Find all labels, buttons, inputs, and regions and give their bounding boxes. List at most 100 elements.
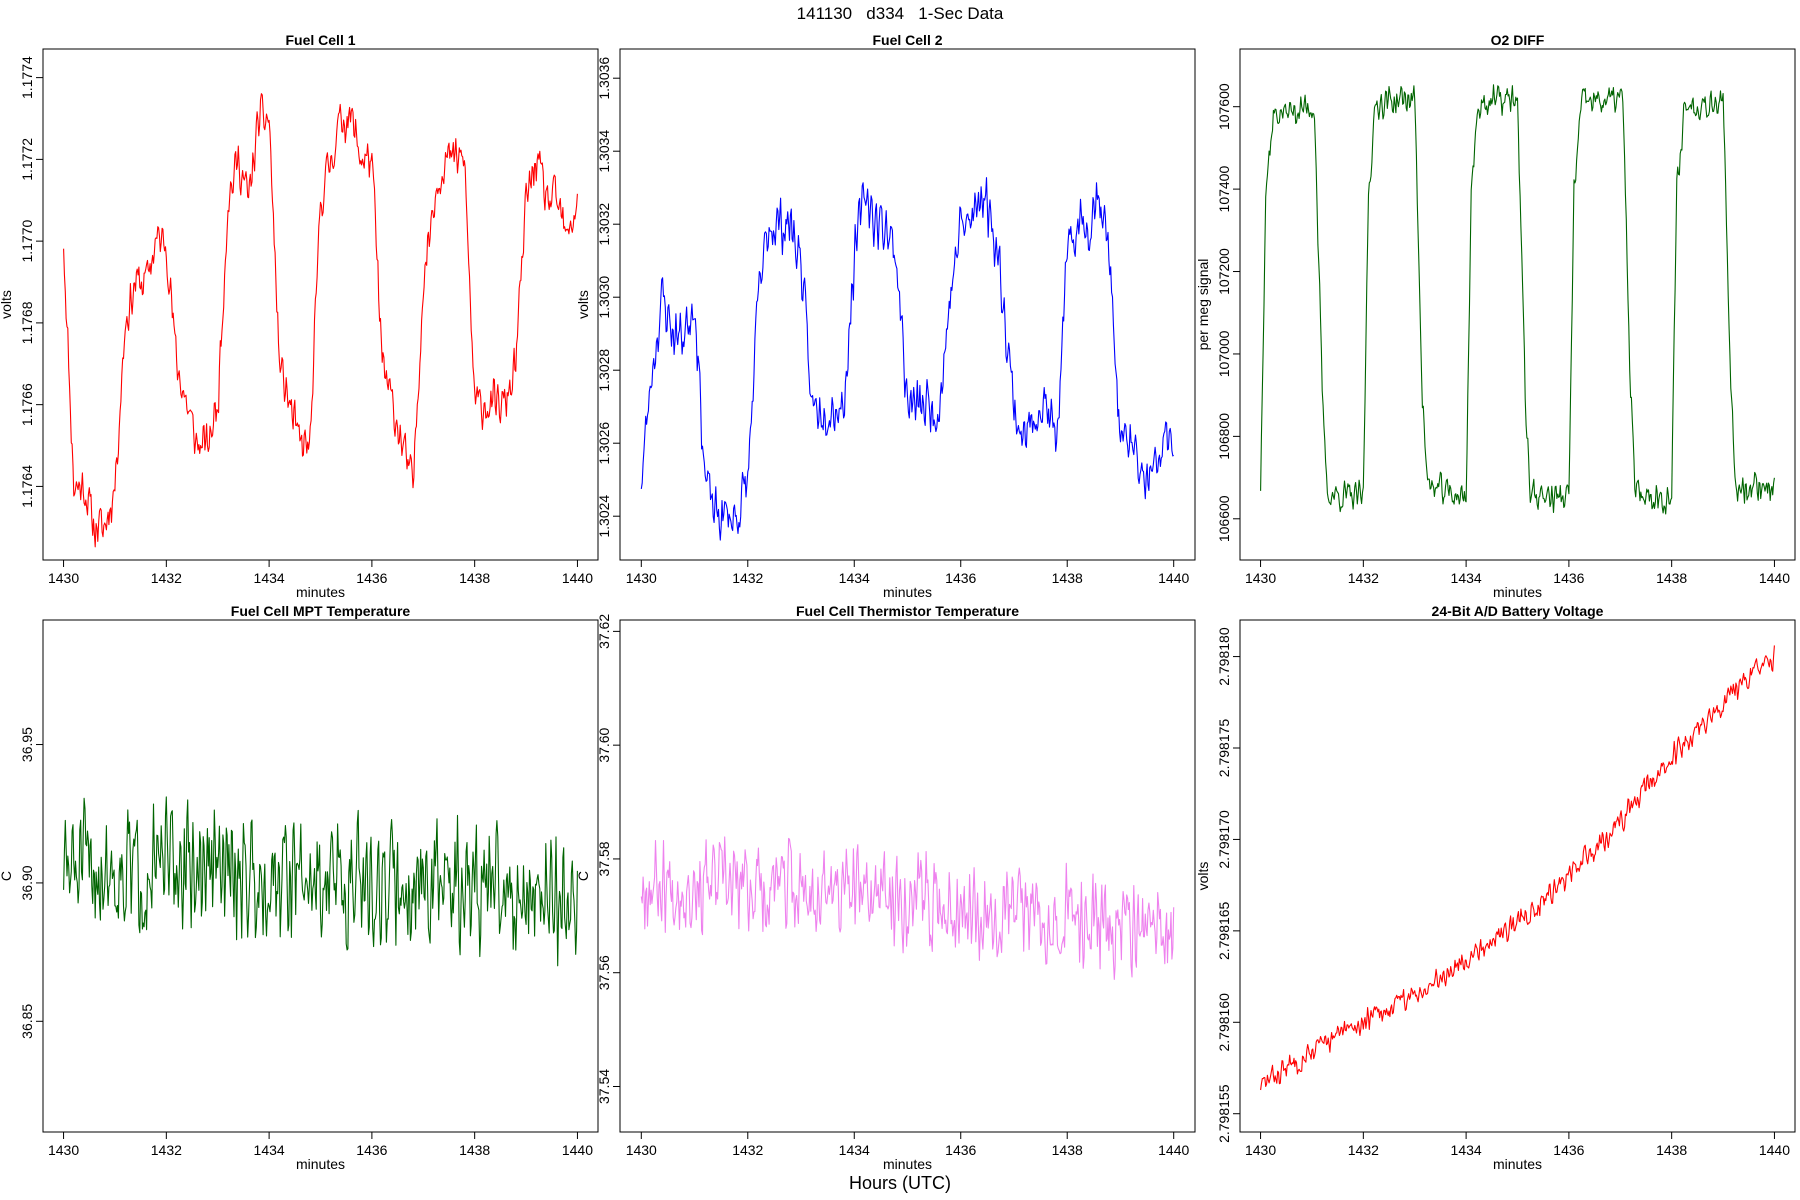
- x-tick-label: 1434: [1451, 570, 1482, 586]
- x-tick-label: 1434: [1451, 1142, 1482, 1158]
- y-tick-label: 37.54: [596, 1069, 612, 1104]
- x-tick-label: 1430: [48, 570, 79, 586]
- panel-5: Fuel Cell Thermistor Temperature 1430 1432…: [575, 603, 1196, 1172]
- panel-title: 24-Bit A/D Battery Voltage: [1432, 603, 1604, 619]
- x-tick-label: 1432: [1348, 570, 1379, 586]
- panel-3: O2 DIFF 1430 1432 1434 1436 1438 1440 minutes 10…: [1195, 32, 1796, 600]
- x-tick-label: 1432: [1348, 1142, 1379, 1158]
- y-tick-label: 1.3034: [596, 130, 612, 173]
- series-line: [640, 177, 1175, 541]
- panel-2: Fuel Cell 2 1430 1432 1434 1436 1438 1440 minut…: [575, 32, 1196, 600]
- x-axis-label: minutes: [1493, 1156, 1542, 1172]
- x-tick-label: 1434: [839, 1142, 870, 1158]
- y-tick-label: 36.85: [19, 1004, 35, 1039]
- y-tick-label: 107600: [1216, 83, 1232, 130]
- y-tick-label: 1.1766: [19, 383, 35, 426]
- x-tick-label: 1436: [945, 570, 976, 586]
- y-tick-label: 2.798165: [1216, 901, 1232, 960]
- plot-frame: [42, 48, 599, 561]
- x-tick-label: 1436: [945, 1142, 976, 1158]
- y-axis-label: volts: [1195, 862, 1211, 891]
- x-tick-label: 1436: [356, 1142, 387, 1158]
- x-axis-label: minutes: [296, 584, 345, 600]
- panel-title: Fuel Cell MPT Temperature: [231, 603, 411, 619]
- x-tick-label: 1434: [254, 570, 285, 586]
- y-tick-label: 37.60: [596, 727, 612, 762]
- x-tick-label: 1434: [254, 1142, 285, 1158]
- panel-title: Fuel Cell 2: [872, 32, 942, 48]
- series-line: [63, 93, 578, 548]
- panel-1: Fuel Cell 1 1430 1432 1434 1436 1438 1440 minut…: [0, 32, 599, 600]
- x-tick-label: 1440: [1759, 1142, 1790, 1158]
- x-tick-label: 1430: [1245, 1142, 1276, 1158]
- y-tick-label: 1.3036: [596, 57, 612, 100]
- plot-frame: [42, 619, 599, 1133]
- y-tick-label: 36.90: [19, 865, 35, 900]
- x-tick-label: 1438: [1656, 570, 1687, 586]
- y-axis-label: volts: [0, 290, 14, 319]
- x-tick-label: 1432: [732, 1142, 763, 1158]
- y-tick-label: 1.1768: [19, 301, 35, 344]
- panel-title: Fuel Cell Thermistor Temperature: [796, 603, 1019, 619]
- y-tick-label: 107000: [1216, 330, 1232, 377]
- panel-title: Fuel Cell 1: [285, 32, 355, 48]
- x-tick-label: 1430: [1245, 570, 1276, 586]
- page-title: 141130 d334 1-Sec Data: [797, 4, 1004, 23]
- x-axis-label: minutes: [1493, 584, 1542, 600]
- x-tick-label: 1440: [562, 1142, 593, 1158]
- y-tick-label: 2.798170: [1216, 810, 1232, 869]
- y-tick-label: 1.3026: [596, 422, 612, 465]
- y-tick-label: 106800: [1216, 413, 1232, 460]
- y-tick-label: 106600: [1216, 495, 1232, 542]
- panel-title: O2 DIFF: [1491, 32, 1545, 48]
- x-tick-label: 1438: [1052, 1142, 1083, 1158]
- x-tick-label: 1434: [839, 570, 870, 586]
- panels: Fuel Cell 1 1430 1432 1434 1436 1438 1440 minut…: [0, 32, 1796, 1172]
- y-tick-label: 37.56: [596, 955, 612, 990]
- x-tick-label: 1440: [1158, 570, 1189, 586]
- x-tick-label: 1430: [626, 570, 657, 586]
- x-tick-label: 1436: [1553, 1142, 1584, 1158]
- y-tick-label: 2.798175: [1216, 719, 1232, 778]
- x-tick-label: 1432: [732, 570, 763, 586]
- y-tick-label: 37.58: [596, 841, 612, 876]
- y-axis-label: volts: [575, 290, 591, 319]
- x-tick-label: 1440: [1158, 1142, 1189, 1158]
- y-tick-label: 1.3024: [596, 495, 612, 538]
- y-tick-label: 2.798155: [1216, 1084, 1232, 1143]
- x-axis-label: minutes: [296, 1156, 345, 1172]
- x-tick-label: 1430: [626, 1142, 657, 1158]
- y-tick-label: 1.1764: [19, 465, 35, 508]
- plot-frame: [619, 619, 1196, 1133]
- y-axis-label: per meg signal: [1195, 259, 1211, 351]
- y-tick-label: 1.3032: [596, 203, 612, 246]
- x-tick-label: 1438: [459, 1142, 490, 1158]
- plot-frame: [1239, 619, 1796, 1133]
- y-tick-label: 2.798180: [1216, 627, 1232, 686]
- footer-xlabel: Hours (UTC): [849, 1173, 951, 1193]
- y-tick-label: 1.1774: [19, 56, 35, 99]
- series-line: [640, 836, 1175, 980]
- x-tick-label: 1432: [151, 1142, 182, 1158]
- x-tick-label: 1440: [562, 570, 593, 586]
- series-line: [63, 796, 578, 967]
- x-tick-label: 1440: [1759, 570, 1790, 586]
- x-axis-label: minutes: [883, 1156, 932, 1172]
- y-tick-label: 1.1770: [19, 220, 35, 263]
- y-tick-label: 1.1772: [19, 138, 35, 181]
- y-tick-label: 36.95: [19, 727, 35, 762]
- y-tick-label: 1.3030: [596, 276, 612, 319]
- series-line: [1260, 645, 1775, 1091]
- y-axis-label: C: [0, 871, 14, 881]
- y-tick-label: 107400: [1216, 166, 1232, 213]
- x-tick-label: 1430: [48, 1142, 79, 1158]
- y-tick-label: 2.798160: [1216, 993, 1232, 1052]
- panel-6: 24-Bit A/D Battery Voltage 1430 1432 1434 14…: [1195, 603, 1796, 1172]
- x-tick-label: 1438: [1656, 1142, 1687, 1158]
- x-tick-label: 1438: [1052, 570, 1083, 586]
- x-axis-label: minutes: [883, 584, 932, 600]
- series-line: [1260, 84, 1775, 515]
- panel-4: Fuel Cell MPT Temperature 1430 1432 1434 143…: [0, 603, 599, 1172]
- x-tick-label: 1436: [1553, 570, 1584, 586]
